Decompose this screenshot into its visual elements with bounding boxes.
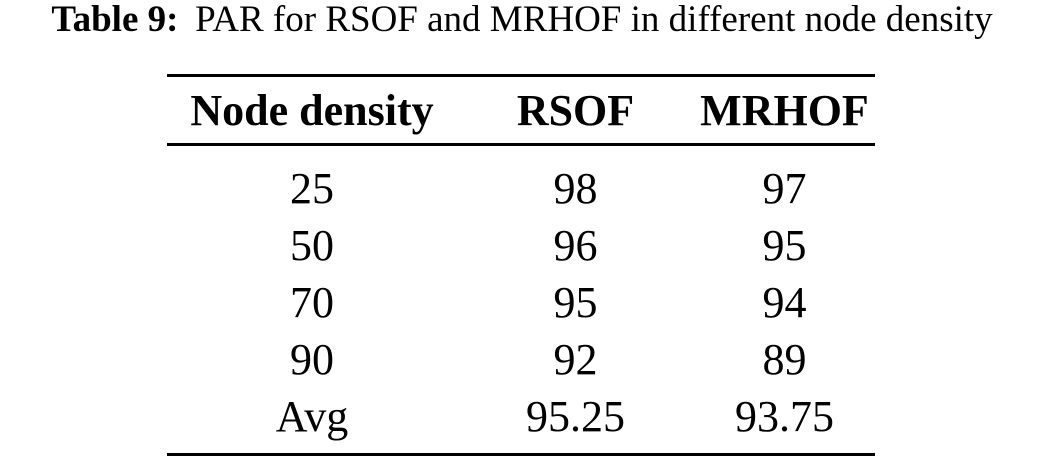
cell-rsof: 92	[553, 334, 598, 384]
table-row: 70 95 94	[167, 274, 875, 331]
cell-node-density: 90	[290, 334, 334, 384]
table-row: 25 98 97	[167, 145, 875, 218]
table-row-average: Avg 95.25 93.75	[167, 388, 875, 455]
cell-node-density: 70	[290, 277, 334, 327]
col-header-rsof: RSOF	[457, 75, 694, 146]
col-header-node-density: Node density	[167, 75, 457, 146]
cell-node-density: 25	[290, 163, 334, 213]
header-row: Node density RSOF MRHOF	[167, 75, 875, 146]
table-caption: Table 9: PAR for RSOF and MRHOF in differ…	[0, 0, 1044, 44]
table-row: 90 92 89	[167, 331, 875, 388]
cell-mrhof: 94	[762, 277, 807, 327]
cell-rsof: 95	[553, 277, 598, 327]
cell-rsof: 96	[553, 220, 598, 270]
cell-rsof: 98	[553, 163, 598, 213]
caption-label: Table 9:	[51, 0, 179, 40]
cell-mrhof: 95	[762, 220, 807, 270]
caption-text: PAR for RSOF and MRHOF in different node…	[195, 0, 993, 40]
cell-rsof: 95.25	[526, 391, 625, 441]
data-table: Node density RSOF MRHOF 25 98 97 50 96 9…	[167, 74, 875, 456]
cell-node-density: 50	[290, 220, 334, 270]
cell-node-density: Avg	[275, 391, 349, 441]
cell-mrhof: 93.75	[735, 391, 834, 441]
cell-mrhof: 89	[762, 334, 807, 384]
col-header-mrhof: MRHOF	[694, 75, 875, 146]
cell-mrhof: 97	[762, 163, 807, 213]
table-row: 50 96 95	[167, 217, 875, 274]
